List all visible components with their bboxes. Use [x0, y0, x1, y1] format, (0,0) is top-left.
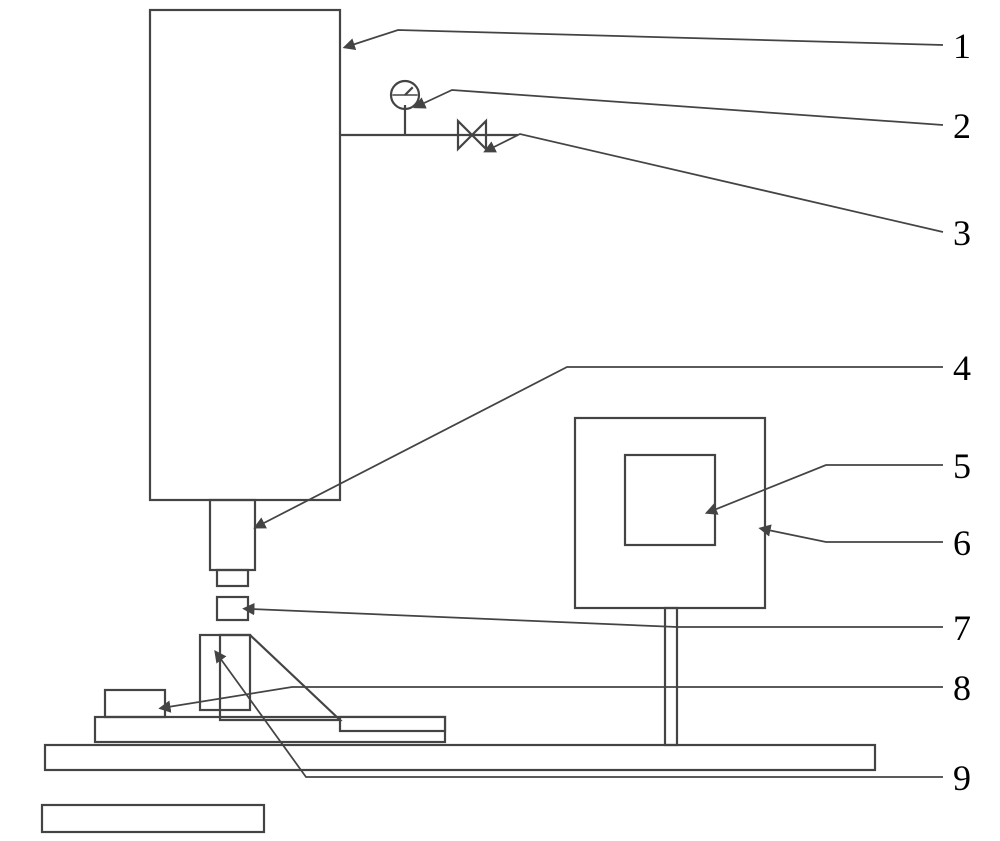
leader-7: [252, 609, 943, 627]
callout-label-1: 1: [953, 26, 971, 66]
support-block: [200, 635, 250, 710]
leader-6: [768, 530, 943, 542]
nozzle-tip: [217, 570, 248, 586]
callout-label-9: 9: [953, 758, 971, 798]
camera-post: [665, 608, 677, 745]
base-plate: [45, 745, 875, 770]
stage-notch: [340, 717, 445, 731]
callout-label-7: 7: [953, 608, 971, 648]
callout-label-6: 6: [953, 523, 971, 563]
leader-8: [168, 687, 943, 707]
gauge-needle: [405, 87, 413, 95]
nozzle-body: [210, 500, 255, 570]
callout-label-4: 4: [953, 348, 971, 388]
main-column: [150, 10, 340, 500]
aux-block: [105, 690, 165, 717]
camera-housing: [575, 418, 765, 608]
leader-3: [492, 134, 943, 232]
callout-label-3: 3: [953, 213, 971, 253]
sample-holder: [217, 597, 248, 620]
leader-5: [714, 465, 943, 510]
leader-2: [422, 90, 943, 125]
leader-1: [352, 30, 943, 45]
support-stand: [42, 805, 264, 832]
callout-label-2: 2: [953, 106, 971, 146]
leader-4: [262, 367, 943, 524]
callout-label-5: 5: [953, 446, 971, 486]
camera-lens: [625, 455, 715, 545]
schematic-diagram: 1 2 3 4 5 6 7 8 9: [0, 0, 1000, 841]
callout-label-8: 8: [953, 668, 971, 708]
chute: [220, 635, 340, 720]
